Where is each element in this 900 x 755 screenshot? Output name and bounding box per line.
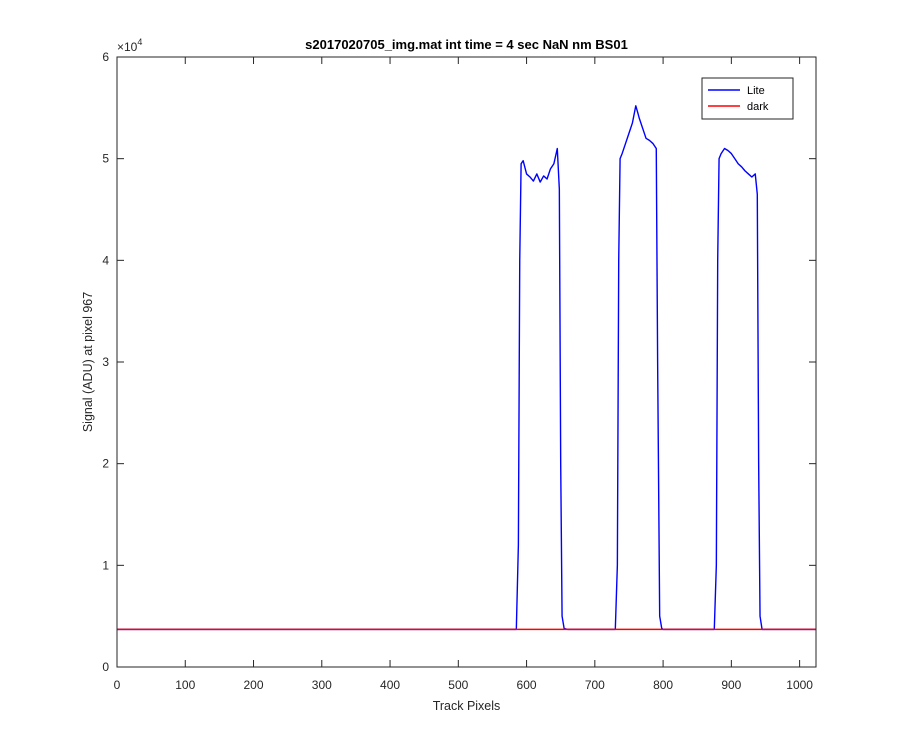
axes-box <box>116 56 817 668</box>
x-tick-label: 700 <box>585 678 605 692</box>
legend: Lite dark <box>701 77 794 120</box>
y-tick-label: 2 <box>102 457 109 471</box>
y-exponent-base: ×10 <box>117 40 138 54</box>
y-tick-label: 0 <box>102 660 109 674</box>
x-axis-label: Track Pixels <box>433 699 501 713</box>
x-tick-label: 900 <box>721 678 741 692</box>
series-line-lite <box>117 105 816 631</box>
y-tick-label: 6 <box>102 50 109 64</box>
legend-label-dark: dark <box>747 101 769 113</box>
x-tick-label: 500 <box>448 678 468 692</box>
y-tick-label: 3 <box>102 355 109 369</box>
y-axis-label: Signal (ADU) at pixel 967 <box>81 292 95 432</box>
x-tick-label: 100 <box>175 678 195 692</box>
y-exponent-label: ×104 <box>117 37 142 54</box>
y-tick-label: 4 <box>102 253 109 267</box>
legend-box <box>701 77 794 120</box>
chart-title: s2017020705_img.mat int time = 4 sec NaN… <box>305 37 628 52</box>
plot-area <box>117 57 816 667</box>
x-tick-label: 300 <box>312 678 332 692</box>
x-tick-label: 800 <box>653 678 673 692</box>
x-tick-label: 1000 <box>786 678 813 692</box>
x-tick-label: 0 <box>114 678 121 692</box>
x-tick-label: 600 <box>517 678 537 692</box>
ticks-group: 0 100 200 300 400 500 600 700 800 900 1000 0 1 2 3 4 5 6 <box>102 50 816 692</box>
x-tick-label: 200 <box>244 678 264 692</box>
series-group <box>117 105 816 631</box>
x-tick-label: 400 <box>380 678 400 692</box>
legend-label-lite: Lite <box>747 85 765 97</box>
y-tick-label: 1 <box>102 558 109 572</box>
y-tick-label: 5 <box>102 152 109 166</box>
y-exponent-power: 4 <box>137 37 142 47</box>
